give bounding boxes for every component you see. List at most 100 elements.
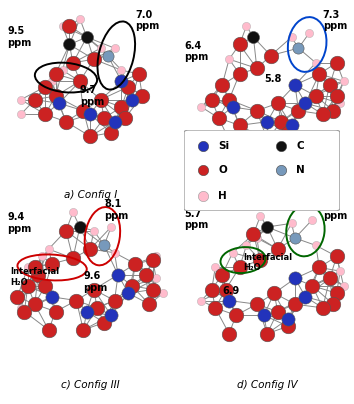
Point [132,261,138,267]
Point [226,56,232,63]
Point [251,34,256,40]
Text: 7.5
ppm: 7.5 ppm [323,200,347,221]
Text: 7.0
ppm: 7.0 ppm [135,10,160,31]
Point [226,137,232,143]
Point [80,107,86,114]
Text: 9.7
ppm: 9.7 ppm [80,85,104,107]
Point [327,275,332,282]
Text: 6.4
ppm: 6.4 ppm [184,41,208,62]
Point [25,283,31,289]
Point [49,78,55,84]
Text: O: O [218,166,227,175]
Point [122,115,128,121]
Point [199,297,204,304]
Point [261,312,267,318]
Point [87,133,93,140]
Point [126,84,131,90]
Point [296,45,301,51]
Point [108,129,114,136]
Point [108,312,114,318]
Point [74,297,79,304]
Point [275,308,280,315]
Point [25,264,31,271]
Point [101,115,107,121]
Text: 8.1
ppm: 8.1 ppm [104,200,129,221]
Point [313,93,319,99]
Text: 5.8: 5.8 [264,74,281,84]
Point [278,167,284,174]
Point [67,41,72,48]
Point [257,213,263,219]
Point [226,297,232,304]
Point [77,78,83,84]
Point [91,56,97,63]
Point [60,67,65,74]
Point [275,100,280,107]
Text: 9.5
ppm: 9.5 ppm [7,26,31,48]
Point [49,261,55,267]
Point [147,301,152,307]
Point [112,250,118,256]
Point [91,286,97,293]
Point [292,301,298,307]
Text: 5.7
ppm: 5.7 ppm [184,208,208,230]
Point [320,111,326,118]
Point [67,23,72,29]
Point [289,122,295,128]
Point [77,224,83,230]
Point [341,283,347,289]
Point [95,305,100,311]
Point [60,23,65,29]
Text: 7.3
ppm: 7.3 ppm [323,10,347,31]
FancyBboxPatch shape [184,130,340,211]
Point [334,290,339,297]
Point [115,271,121,278]
Point [313,60,319,66]
Text: C: C [296,141,304,151]
Point [237,41,242,48]
Point [70,209,76,216]
Text: a) Config I: a) Config I [64,190,117,200]
Point [150,257,155,263]
Point [18,97,24,103]
Point [230,104,235,110]
Point [219,271,225,278]
Point [119,78,124,84]
Point [285,316,291,322]
Point [285,129,291,136]
Point [112,297,118,304]
Point [257,257,263,263]
Point [119,104,124,110]
Point [334,253,339,260]
Point [254,65,260,72]
Text: 9.6
ppm: 9.6 ppm [83,271,108,293]
Point [70,60,76,66]
Point [264,118,270,125]
Point [209,97,215,103]
Point [226,330,232,337]
Point [108,224,114,230]
Point [309,217,315,223]
Point [18,305,24,311]
Point [251,231,256,238]
Point [334,60,339,66]
Point [46,327,51,333]
Point [289,220,295,227]
Point [212,264,218,271]
Point [230,250,235,256]
Point [105,52,110,59]
Point [150,286,155,293]
Point [223,286,228,293]
Point [254,301,260,307]
Text: N: N [296,166,305,175]
Point [139,93,145,99]
Point [334,93,339,99]
Point [160,290,166,297]
Point [292,275,298,282]
Point [199,104,204,110]
Point [244,23,249,29]
Point [237,264,242,271]
Point [233,312,239,318]
Point [278,118,284,125]
Point [341,78,347,84]
